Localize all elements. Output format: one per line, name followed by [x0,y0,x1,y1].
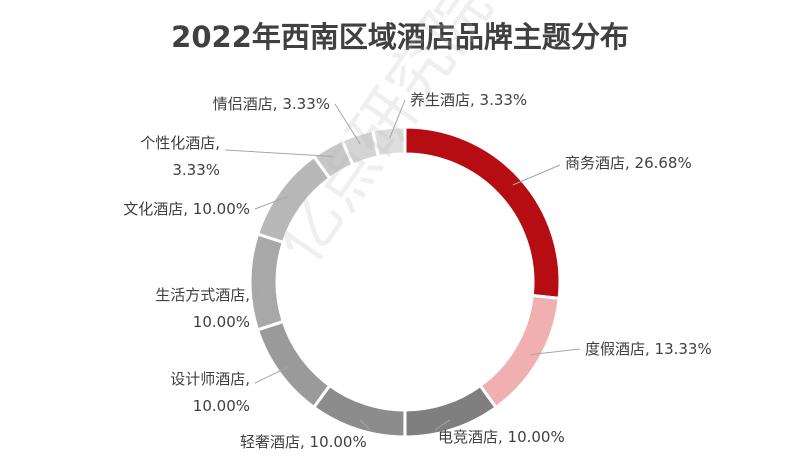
leader-line [434,419,451,431]
leader-line [254,281,261,300]
donut-slice [255,319,332,410]
data-label: 轻奢酒店, 10.00% [240,433,367,451]
donut-slice [403,125,562,300]
data-label: 养生酒店, 3.33% [410,91,528,109]
leader-line [389,99,406,138]
data-label: 情侣酒店, 3.33% [212,95,330,113]
leader-line [254,366,288,384]
donut-slice [371,125,407,159]
leader-line [254,196,288,210]
leader-line [334,103,361,145]
leader-line [512,164,561,186]
leader-line [530,348,581,356]
data-label: 文化酒店, 10.00% [123,200,250,218]
data-label: 个性化酒店, 3.33% [140,134,220,179]
chart-title: 2022年西南区域酒店品牌主题分布 [171,20,629,54]
donut-slice [478,293,561,410]
data-label: 电竞酒店, 10.00% [438,428,565,446]
data-label: 度假酒店, 13.33% [585,340,712,358]
data-label: 生活方式酒店, 10.00% [155,286,250,331]
leader-line [359,419,371,431]
data-label: 商务酒店, 26.68% [565,154,692,172]
leader-line [224,149,333,157]
data-label: 设计师酒店, 10.00% [170,370,250,415]
donut-slice [248,232,286,332]
